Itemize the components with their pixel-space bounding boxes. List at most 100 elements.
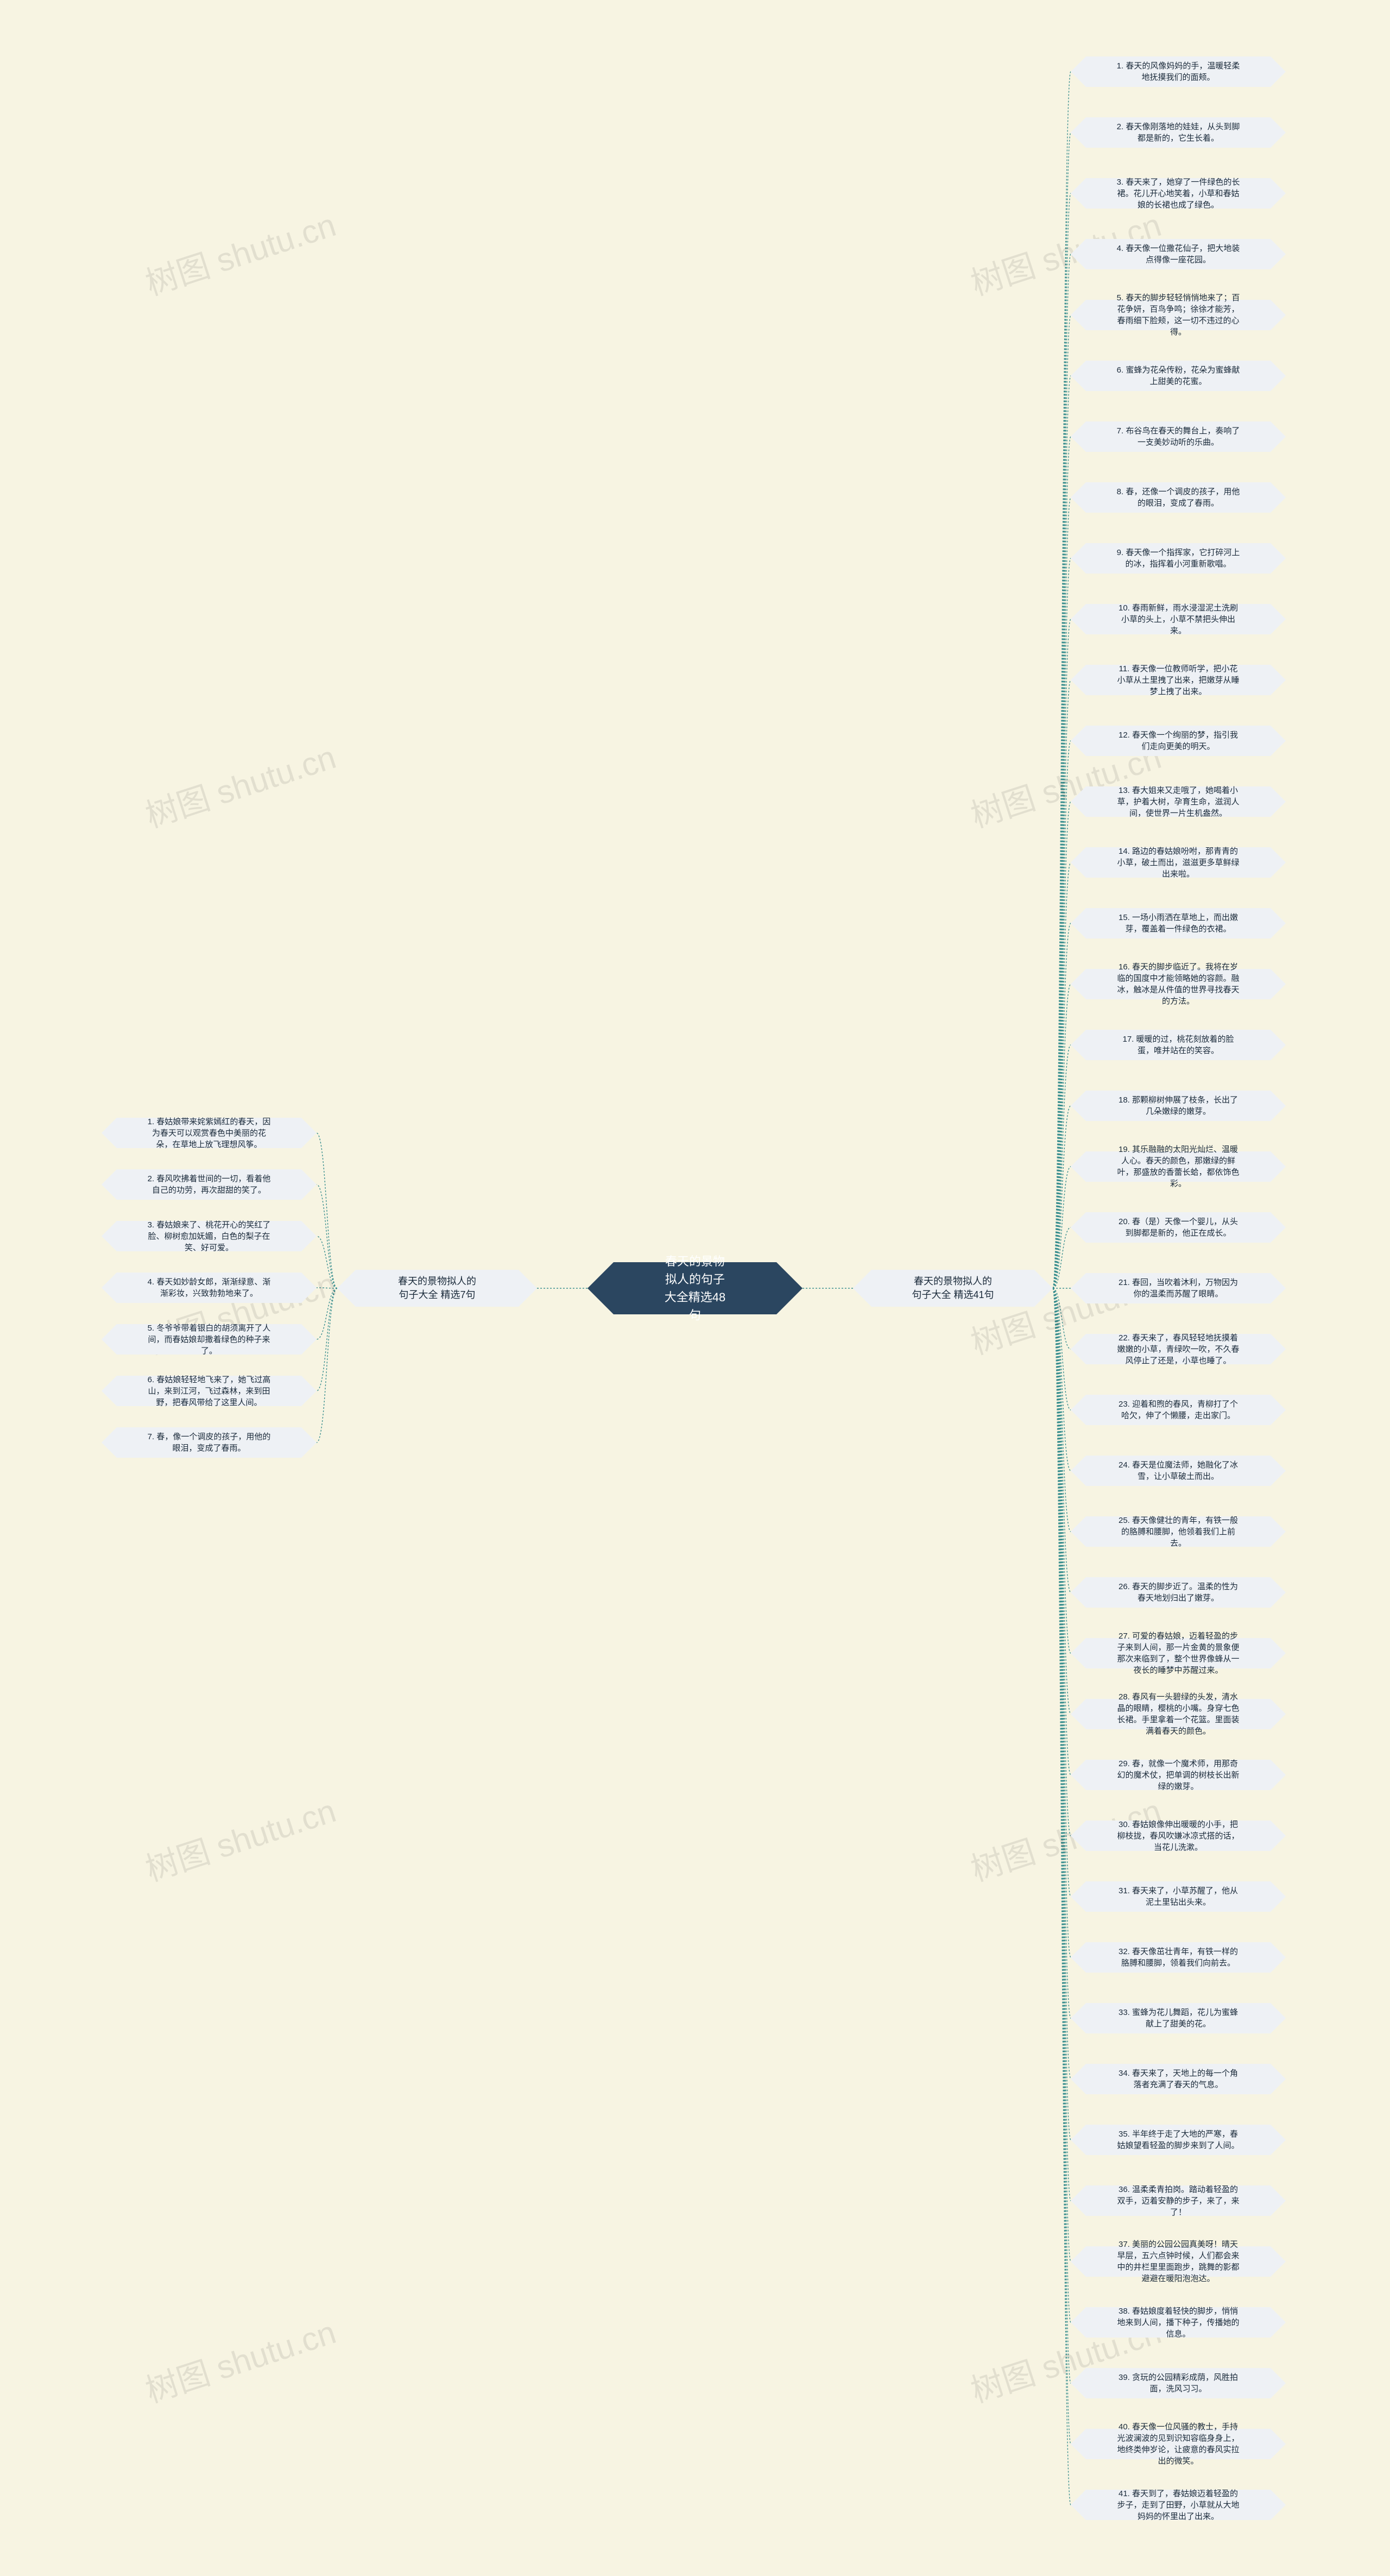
right-leaf-28-text: 28. 春风有一头碧绿的头发，清水晶的眼睛，樱桃的小嘴。身穿七色长裙。手里拿着一… [1116, 1691, 1240, 1737]
right-leaf-12: 12. 春天像一个绚丽的梦，指引我们走向更美的明天。 [1086, 726, 1271, 756]
right-leaf-7: 7. 布谷鸟在春天的舞台上，奏响了一支美妙动听的乐曲。 [1086, 421, 1271, 452]
right-leaf-27: 27. 可爱的春姑娘，迈着轻盈的步子来到人间，那一片金黄的景象便那次来临到了，整… [1086, 1638, 1271, 1668]
right-leaf-35-text: 35. 半年终于走了大地的严寒，春姑娘望看轻盈的脚步来到了人间。 [1116, 2128, 1240, 2151]
right-leaf-34: 34. 春天来了，天地上的每一个角落者充满了春天的气息。 [1086, 2064, 1271, 2094]
right-branch-node: 春天的景物拟人的句子大全 精选41句 [871, 1270, 1034, 1307]
left-branch-node: 春天的景物拟人的句子大全 精选7句 [356, 1270, 519, 1307]
right-leaf-30-text: 30. 春姑娘像伸出暖暖的小手，把柳枝拢，春风吹嫌冰凉式搭的话，当花儿洗漱。 [1116, 1819, 1240, 1853]
mindmap-canvas: 树图 shutu.cn 树图 shutu.cn 树图 shutu.cn 树图 shut… [0, 0, 1390, 2576]
watermark: 树图 shutu.cn [138, 2306, 341, 2412]
right-leaf-9-text: 9. 春天像一个指挥家，它打碎河上的冰，指挥着小河重新歌唱。 [1116, 547, 1240, 570]
left-leaf-4-text: 4. 春天如妙龄女郎，渐渐绿意、渐渐彩妆，兴致勃勃地来了。 [147, 1276, 271, 1299]
right-leaf-5: 5. 春天的脚步轻轻悄悄地来了；百花争妍，百鸟争鸣；徐徐才能芳，春雨细下脸颊，这… [1086, 300, 1271, 330]
root-node-text: 春天的景物拟人的句子大全精选48句 [662, 1252, 728, 1324]
right-leaf-22: 22. 春天来了，春风轻轻地抚摸着嫩嫩的小草，青绿吹一吹，不久春风停止了还是，小… [1086, 1334, 1271, 1364]
right-leaf-39-text: 39. 贪玩的公园精彩成荫，风胜拍面，洗风习习。 [1116, 2372, 1240, 2395]
right-leaf-11: 11. 春天像一位教师听学，把小花小草从土里拽了出来，把嫩芽从睡梦上拽了出来。 [1086, 665, 1271, 695]
right-leaf-37-text: 37. 美丽的公园公园真美呀！晴天早层，五六点钟时候，人们都会来中的井栏里里面跑… [1116, 2239, 1240, 2284]
right-leaf-13: 13. 春大姐来又走哦了，她喝着小草，护着大树，孕育生命，滋润人间，使世界一片生… [1086, 786, 1271, 817]
right-leaf-31-text: 31. 春天来了，小草苏醒了，他从泥土里钻出头来。 [1116, 1885, 1240, 1908]
right-leaf-26: 26. 春天的脚步近了。温柔的性为春天地划归出了嫩芽。 [1086, 1577, 1271, 1608]
right-leaf-24: 24. 春天是位魔法师，她融化了冰雪，让小草破土而出。 [1086, 1456, 1271, 1486]
watermark: 树图 shutu.cn [138, 1785, 341, 1891]
right-leaf-34-text: 34. 春天来了，天地上的每一个角落者充满了春天的气息。 [1116, 2068, 1240, 2090]
watermark: 树图 shutu.cn [138, 731, 341, 837]
right-leaf-22-text: 22. 春天来了，春风轻轻地抚摸着嫩嫩的小草，青绿吹一吹，不久春风停止了还是，小… [1116, 1332, 1240, 1366]
left-leaf-2-text: 2. 春风吹拂着世间的一切，看着他自己的功劳，再次甜甜的笑了。 [147, 1173, 271, 1196]
right-leaf-25: 25. 春天像健壮的青年，有铁一般的胳膊和腰脚，他领着我们上前去。 [1086, 1516, 1271, 1547]
right-leaf-38: 38. 春姑娘度着轻快的脚步，悄悄地来到人间，播下种子，传播她的信息。 [1086, 2307, 1271, 2338]
right-leaf-17-text: 17. 暖暖的过，桃花刻放着的脸蛋，唯并站在的笑容。 [1116, 1034, 1240, 1056]
left-leaf-5-text: 5. 冬爷爷带着银白的胡须离开了人间，而春姑娘却撒着绿色的种子来了。 [147, 1322, 271, 1357]
right-leaf-35: 35. 半年终于走了大地的严寒，春姑娘望看轻盈的脚步来到了人间。 [1086, 2125, 1271, 2155]
right-leaf-31: 31. 春天来了，小草苏醒了，他从泥土里钻出头来。 [1086, 1881, 1271, 1912]
right-leaf-32-text: 32. 春天像茁壮青年，有铁一样的胳膊和腰脚，领着我们向前去。 [1116, 1946, 1240, 1969]
right-leaf-39: 39. 贪玩的公园精彩成荫，风胜拍面，洗风习习。 [1086, 2368, 1271, 2398]
right-leaf-19: 19. 其乐融融的太阳光灿烂、温暖人心。春天的颜色，那嫩绿的鲜叶，那盛放的香蕾长… [1086, 1151, 1271, 1182]
right-leaf-18-text: 18. 那颗柳树伸展了枝条，长出了几朵嫩绿的嫩芽。 [1116, 1094, 1240, 1117]
right-leaf-6: 6. 蜜蜂为花朵传粉，花朵为蜜蜂献上甜美的花蜜。 [1086, 361, 1271, 391]
right-leaf-30: 30. 春姑娘像伸出暖暖的小手，把柳枝拢，春风吹嫌冰凉式搭的话，当花儿洗漱。 [1086, 1821, 1271, 1851]
left-leaf-1: 1. 春姑娘带来姹紫嫣红的春天，因为春天可以观赏春色中美丽的花朵，在草地上放飞理… [117, 1118, 301, 1148]
right-leaf-1: 1. 春天的风像妈妈的手，温暖轻柔地抚摸我们的面颊。 [1086, 56, 1271, 87]
right-leaf-40-text: 40. 春天像一位风骚的教士，手持光波澜波的见到识知容临身身上，地终类伸岁论，让… [1116, 2421, 1240, 2467]
left-leaf-3-text: 3. 春姑娘来了、桃花开心的笑红了脸、柳树愈加妩媚，白色的梨子在笑、好可爱。 [147, 1219, 271, 1254]
right-leaf-14-text: 14. 路边的春姑娘吩咐，那青青的小草，破土而出，滋滋更多草鲜绿出来啦。 [1116, 846, 1240, 880]
right-leaf-26-text: 26. 春天的脚步近了。温柔的性为春天地划归出了嫩芽。 [1116, 1581, 1240, 1604]
right-leaf-27-text: 27. 可爱的春姑娘，迈着轻盈的步子来到人间，那一片金黄的景象便那次来临到了，整… [1116, 1630, 1240, 1676]
right-leaf-24-text: 24. 春天是位魔法师，她融化了冰雪，让小草破土而出。 [1116, 1459, 1240, 1482]
right-leaf-23: 23. 迎着和煦的春风，青柳打了个哈欠，伸了个懒腰，走出家门。 [1086, 1395, 1271, 1425]
right-leaf-25-text: 25. 春天像健壮的青年，有铁一般的胳膊和腰脚，他领着我们上前去。 [1116, 1515, 1240, 1549]
left-leaf-7: 7. 春，像一个调皮的孩子，用他的眼泪，变成了春雨。 [117, 1427, 301, 1458]
right-leaf-20-text: 20. 春（是）天像一个婴儿，从头到脚都是新的，他正在成长。 [1116, 1216, 1240, 1239]
right-leaf-16: 16. 春天的脚步临近了。我将在岁临的国度中才能领略她的容颜。融冰，触冰是从件值… [1086, 969, 1271, 999]
right-leaf-8: 8. 春，还像一个调皮的孩子，用他的眼泪，变成了春雨。 [1086, 482, 1271, 513]
right-leaf-4: 4. 春天像一位撒花仙子，把大地装点得像一座花园。 [1086, 239, 1271, 269]
right-leaf-16-text: 16. 春天的脚步临近了。我将在岁临的国度中才能领略她的容颜。融冰，触冰是从件值… [1116, 961, 1240, 1007]
right-leaf-12-text: 12. 春天像一个绚丽的梦，指引我们走向更美的明天。 [1116, 729, 1240, 752]
right-leaf-21: 21. 春回，当吹着沐利，万物因为你的温柔而苏醒了眼睛。 [1086, 1273, 1271, 1303]
right-leaf-38-text: 38. 春姑娘度着轻快的脚步，悄悄地来到人间，播下种子，传播她的信息。 [1116, 2306, 1240, 2340]
left-leaf-6-text: 6. 春姑娘轻轻地飞来了，她飞过高山，来到江河，飞过森林，来到田野，把春风带给了… [147, 1374, 271, 1408]
right-leaf-36-text: 36. 温柔柔青拍岗。踏动着轻盈的双手，迈着安静的步子，来了，来了！ [1116, 2184, 1240, 2218]
right-leaf-21-text: 21. 春回，当吹着沐利，万物因为你的温柔而苏醒了眼睛。 [1116, 1277, 1240, 1300]
left-leaf-6: 6. 春姑娘轻轻地飞来了，她飞过高山，来到江河，飞过森林，来到田野，把春风带给了… [117, 1376, 301, 1406]
right-leaf-13-text: 13. 春大姐来又走哦了，她喝着小草，护着大树，孕育生命，滋润人间，使世界一片生… [1116, 785, 1240, 819]
right-leaf-3: 3. 春天来了，她穿了一件绿色的长裙。花儿开心地笑着，小草和春姑娘的长裙也成了绿… [1086, 178, 1271, 209]
left-leaf-3: 3. 春姑娘来了、桃花开心的笑红了脸、柳树愈加妩媚，白色的梨子在笑、好可爱。 [117, 1221, 301, 1251]
watermark: 树图 shutu.cn [138, 199, 341, 305]
right-leaf-29-text: 29. 春，就像一个魔术师，用那奇幻的魔术仗，把单调的树枝长出新绿的嫩芽。 [1116, 1758, 1240, 1792]
right-leaf-1-text: 1. 春天的风像妈妈的手，温暖轻柔地抚摸我们的面颊。 [1116, 60, 1240, 83]
right-leaf-40: 40. 春天像一位风骚的教士，手持光波澜波的见到识知容临身身上，地终类伸岁论，让… [1086, 2429, 1271, 2459]
right-leaf-17: 17. 暖暖的过，桃花刻放着的脸蛋，唯并站在的笑容。 [1086, 1030, 1271, 1060]
right-leaf-10-text: 10. 春雨新鲜，雨水浸湿泥土洗刷小草的头上，小草不禁把头伸出来。 [1116, 602, 1240, 637]
right-leaf-36: 36. 温柔柔青拍岗。踏动着轻盈的双手，迈着安静的步子，来了，来了！ [1086, 2185, 1271, 2216]
left-branch-node-text: 春天的景物拟人的句子大全 精选7句 [395, 1275, 479, 1302]
left-leaf-4: 4. 春天如妙龄女郎，渐渐绿意、渐渐彩妆，兴致勃勃地来了。 [117, 1273, 301, 1303]
right-leaf-33: 33. 蜜蜂为花儿舞蹈，花儿为蜜蜂献上了甜美的花。 [1086, 2003, 1271, 2033]
right-leaf-15-text: 15. 一场小雨洒在草地上，而出嫩芽，覆盖着一件绿色的衣裙。 [1116, 912, 1240, 935]
left-leaf-5: 5. 冬爷爷带着银白的胡须离开了人间，而春姑娘却撒着绿色的种子来了。 [117, 1324, 301, 1355]
right-leaf-18: 18. 那颗柳树伸展了枝条，长出了几朵嫩绿的嫩芽。 [1086, 1091, 1271, 1121]
right-leaf-6-text: 6. 蜜蜂为花朵传粉，花朵为蜜蜂献上甜美的花蜜。 [1116, 364, 1240, 387]
right-leaf-29: 29. 春，就像一个魔术师，用那奇幻的魔术仗，把单调的树枝长出新绿的嫩芽。 [1086, 1760, 1271, 1790]
root-node: 春天的景物拟人的句子大全精选48句 [614, 1262, 776, 1314]
right-leaf-37: 37. 美丽的公园公园真美呀！晴天早层，五六点钟时候，人们都会来中的井栏里里面跑… [1086, 2246, 1271, 2277]
right-leaf-28: 28. 春风有一头碧绿的头发，清水晶的眼睛，樱桃的小嘴。身穿七色长裙。手里拿着一… [1086, 1699, 1271, 1729]
right-leaf-11-text: 11. 春天像一位教师听学，把小花小草从土里拽了出来，把嫩芽从睡梦上拽了出来。 [1116, 663, 1240, 697]
right-leaf-9: 9. 春天像一个指挥家，它打碎河上的冰，指挥着小河重新歌唱。 [1086, 543, 1271, 574]
right-leaf-20: 20. 春（是）天像一个婴儿，从头到脚都是新的，他正在成长。 [1086, 1212, 1271, 1243]
right-leaf-32: 32. 春天像茁壮青年，有铁一样的胳膊和腰脚，领着我们向前去。 [1086, 1942, 1271, 1973]
right-leaf-15: 15. 一场小雨洒在草地上，而出嫩芽，覆盖着一件绿色的衣裙。 [1086, 908, 1271, 939]
right-leaf-4-text: 4. 春天像一位撒花仙子，把大地装点得像一座花园。 [1116, 243, 1240, 266]
right-leaf-7-text: 7. 布谷鸟在春天的舞台上，奏响了一支美妙动听的乐曲。 [1116, 425, 1240, 448]
right-leaf-41-text: 41. 春天到了，春姑娘迈着轻盈的步子，走到了田野，小草就从大地妈妈的怀里出了出… [1116, 2488, 1240, 2522]
left-leaf-2: 2. 春风吹拂着世间的一切，看着他自己的功劳，再次甜甜的笑了。 [117, 1169, 301, 1200]
right-leaf-33-text: 33. 蜜蜂为花儿舞蹈，花儿为蜜蜂献上了甜美的花。 [1116, 2007, 1240, 2030]
left-leaf-7-text: 7. 春，像一个调皮的孩子，用他的眼泪，变成了春雨。 [147, 1431, 271, 1454]
right-leaf-8-text: 8. 春，还像一个调皮的孩子，用他的眼泪，变成了春雨。 [1116, 486, 1240, 509]
right-leaf-41: 41. 春天到了，春姑娘迈着轻盈的步子，走到了田野，小草就从大地妈妈的怀里出了出… [1086, 2490, 1271, 2520]
right-leaf-5-text: 5. 春天的脚步轻轻悄悄地来了；百花争妍，百鸟争鸣；徐徐才能芳，春雨细下脸颊，这… [1116, 292, 1240, 338]
left-leaf-1-text: 1. 春姑娘带来姹紫嫣红的春天，因为春天可以观赏春色中美丽的花朵，在草地上放飞理… [147, 1116, 271, 1150]
right-leaf-14: 14. 路边的春姑娘吩咐，那青青的小草，破土而出，滋滋更多草鲜绿出来啦。 [1086, 847, 1271, 878]
